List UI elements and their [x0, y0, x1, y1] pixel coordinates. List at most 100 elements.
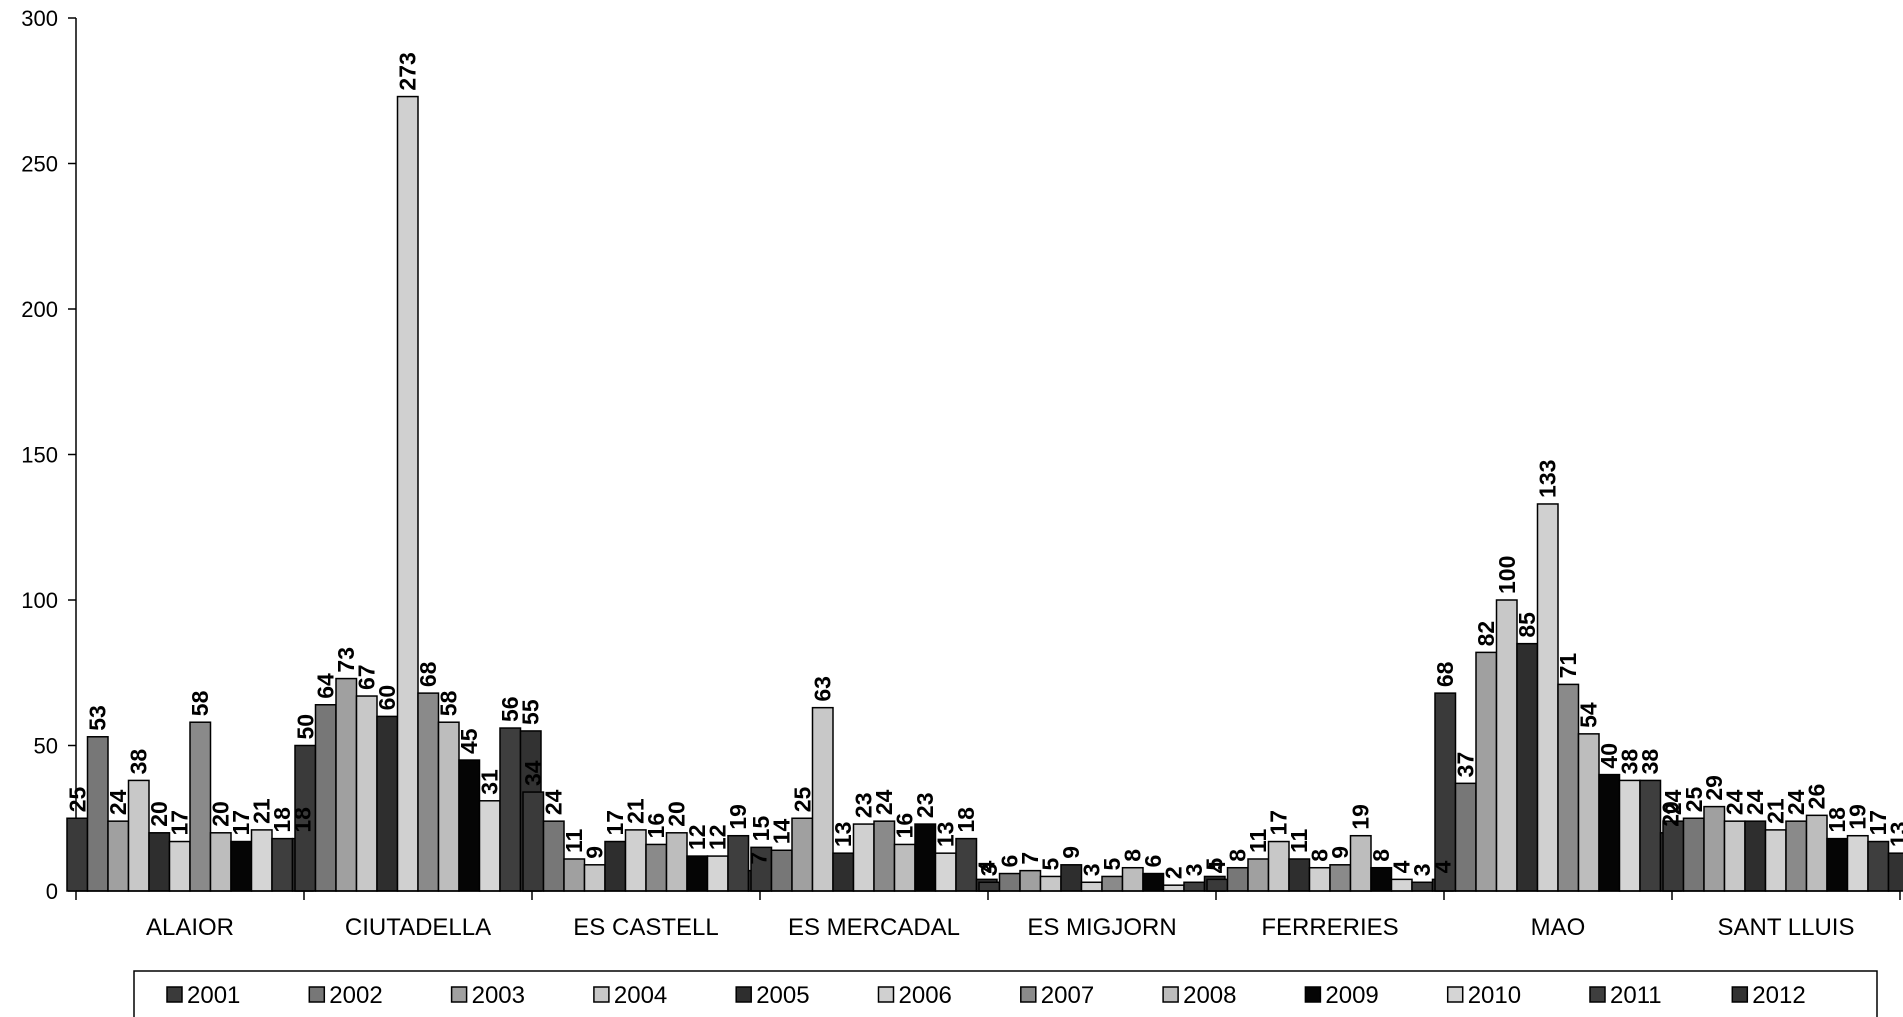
bar [1162, 884, 1185, 892]
bar [852, 823, 875, 892]
data-label: 18 [269, 807, 295, 833]
legend-swatch [1304, 986, 1322, 1003]
bar [706, 855, 729, 892]
bar [934, 852, 957, 892]
data-label: 18 [290, 807, 316, 833]
bar [1639, 779, 1662, 892]
data-labels: 2553243820175820172118185064736760273685… [64, 52, 1903, 879]
bar [1454, 782, 1477, 892]
legend-swatch [308, 986, 326, 1003]
data-label: 13 [830, 822, 856, 848]
legend-box [133, 970, 1878, 1017]
data-label: 21 [249, 798, 275, 824]
data-label: 85 [1514, 612, 1540, 638]
x-category-label: FERRERIES [1261, 914, 1398, 941]
data-label: 20 [1658, 801, 1684, 827]
bar [499, 727, 522, 892]
legend-swatch [1162, 986, 1179, 1003]
data-label: 11 [1245, 828, 1271, 853]
bar [1887, 852, 1903, 892]
data-label: 38 [1637, 749, 1663, 775]
data-label: 23 [912, 792, 938, 818]
bar [1329, 864, 1352, 892]
data-label: 4 [1204, 860, 1230, 873]
data-label: 71 [1555, 653, 1581, 679]
bar [1826, 837, 1849, 892]
legend-label: 2008 [1183, 982, 1236, 1009]
data-label: 13 [1886, 822, 1903, 848]
y-tick-label: 150 [21, 443, 58, 468]
bar [417, 692, 440, 892]
bar [1206, 878, 1229, 892]
bar [250, 829, 273, 892]
data-label: 9 [1327, 846, 1353, 859]
data-label: 54 [1576, 702, 1602, 728]
x-category-label: ES CASTELL [573, 914, 718, 941]
legend-label: 2005 [756, 982, 809, 1009]
data-label: 34 [520, 760, 546, 786]
y-tick-label: 100 [21, 588, 58, 613]
data-label: 8 [1120, 849, 1146, 862]
data-label: 24 [1660, 789, 1686, 815]
bar [583, 864, 606, 892]
bar [645, 843, 668, 892]
bar [770, 849, 793, 892]
legend: 2001 2002 2003 2004 2005 2006 2007 2008 2009 2010… [133, 970, 1878, 1017]
data-label: 6 [1140, 855, 1166, 868]
bar [832, 852, 855, 892]
data-label: 17 [1266, 810, 1292, 836]
bar [1226, 866, 1249, 892]
bar [66, 817, 89, 892]
data-label: 9 [1058, 846, 1084, 859]
data-label: 24 [871, 789, 897, 815]
data-label: 73 [333, 647, 359, 673]
bar [563, 858, 586, 892]
data-label: 58 [187, 690, 213, 716]
legend-swatch [450, 986, 468, 1003]
data-label: 3 [1079, 863, 1105, 876]
bar [1411, 881, 1434, 892]
bar [355, 695, 378, 892]
data-label: 67 [354, 664, 380, 690]
bar [1495, 599, 1518, 892]
data-label: 3 [1409, 863, 1435, 876]
data-label: 20 [208, 801, 234, 827]
y-tick-label: 200 [21, 297, 58, 322]
data-label: 7 [1017, 852, 1043, 865]
data-label: 273 [395, 52, 421, 90]
data-label: 2 [1161, 866, 1187, 879]
legend-swatch [877, 986, 895, 1003]
bar [1744, 820, 1767, 892]
data-label: 25 [789, 786, 815, 812]
legend-label: 2007 [1041, 982, 1094, 1009]
y-tick-label: 250 [21, 152, 58, 177]
data-label: 17 [167, 810, 193, 836]
data-label: 8 [1368, 849, 1394, 862]
data-label: 37 [1453, 752, 1479, 778]
data-label: 24 [1722, 789, 1748, 815]
legend-swatch [1731, 986, 1749, 1003]
bar [1390, 878, 1413, 892]
data-label: 12 [684, 824, 710, 850]
data-label: 38 [126, 749, 152, 775]
x-category-label: SANT LLUIS [1718, 914, 1855, 941]
data-label: 31 [477, 769, 503, 795]
bar [604, 840, 627, 892]
data-label: 4 [1389, 860, 1415, 873]
data-label: 8 [1307, 849, 1333, 862]
legend-swatch [593, 986, 610, 1003]
data-label: 53 [85, 705, 111, 731]
data-label: 19 [1845, 804, 1871, 830]
data-label: 58 [436, 690, 462, 716]
bar [271, 837, 294, 892]
data-label: 4 [974, 860, 1000, 873]
data-label: 16 [892, 813, 918, 839]
data-label: 14 [769, 818, 795, 844]
data-label: 7 [746, 852, 772, 865]
legend-label: 2003 [472, 982, 525, 1009]
data-label: 24 [1783, 789, 1809, 815]
data-label: 24 [541, 789, 567, 815]
data-label: 21 [1763, 798, 1789, 824]
data-label: 16 [643, 813, 669, 839]
